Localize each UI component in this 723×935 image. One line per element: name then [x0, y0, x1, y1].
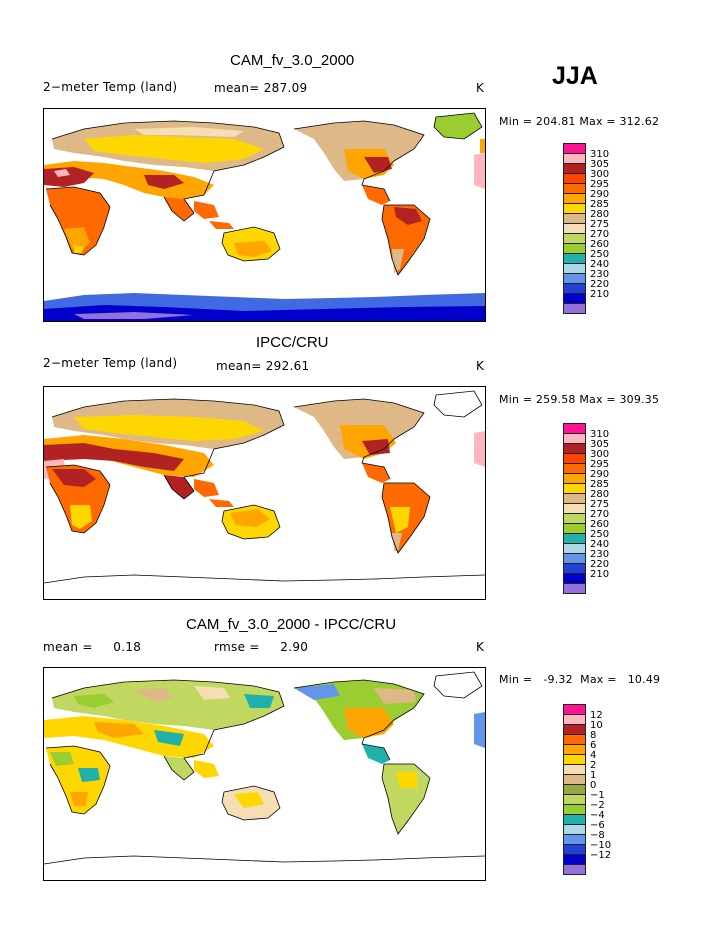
- legend-label: 240: [590, 539, 610, 550]
- legend-label: 210: [590, 569, 610, 580]
- legend-label: 275: [590, 219, 610, 230]
- coastlines: [44, 671, 485, 865]
- legend-label: 270: [590, 229, 610, 240]
- legend-label: 270: [590, 509, 610, 520]
- legend-label: 290: [590, 469, 610, 480]
- map-fill: [44, 672, 485, 834]
- legend-label: 8: [590, 730, 597, 741]
- temperature-map: [43, 386, 486, 600]
- legend-label: 280: [590, 489, 610, 500]
- panel-title: CAM_fv_3.0_2000 - IPCC/CRU: [186, 616, 397, 633]
- legend-label: 220: [590, 279, 610, 290]
- legend-label: −4: [590, 810, 605, 821]
- africa: [46, 187, 110, 255]
- legend-label: −1: [590, 790, 605, 801]
- legend-label: 275: [590, 499, 610, 510]
- legend-label: 300: [590, 449, 610, 460]
- mean-label: mean= 287.09: [214, 81, 308, 95]
- legend-swatch: [563, 864, 586, 875]
- legend-label: −10: [590, 840, 612, 851]
- min-max-label: Min = 204.81 Max = 312.62: [499, 115, 660, 128]
- legend-label: 6: [590, 740, 597, 751]
- difference-map: [43, 667, 486, 881]
- legend-label: 1: [590, 770, 597, 781]
- legend-label: 260: [590, 519, 610, 530]
- color-legend: 310 305 300 295 290 285 280 275 270 260 250 240 230 2…: [563, 423, 609, 594]
- legend-label: 295: [590, 459, 610, 470]
- units-label: K: [476, 640, 484, 654]
- legend-label: 230: [590, 269, 610, 280]
- legend-label: 10: [590, 720, 603, 731]
- legend-label: −2: [590, 800, 605, 811]
- legend-label: 285: [590, 199, 610, 210]
- legend-label: 285: [590, 479, 610, 490]
- mean-label: mean = 0.18: [43, 640, 142, 654]
- rmse-label: rmse = 2.90: [214, 640, 309, 654]
- legend-label: 2: [590, 760, 597, 771]
- legend-label: 250: [590, 529, 610, 540]
- legend-label: 260: [590, 239, 610, 250]
- legend-label: 300: [590, 169, 610, 180]
- legend-label: 290: [590, 189, 610, 200]
- min-max-label: Min = 259.58 Max = 309.35: [499, 393, 660, 406]
- variable-label: 2−meter Temp (land): [43, 80, 178, 94]
- legend-label: −6: [590, 820, 605, 831]
- season-label: JJA: [552, 62, 598, 90]
- map-fill: [44, 391, 485, 553]
- legend-swatch: [563, 583, 586, 594]
- legend-label: 310: [590, 149, 610, 160]
- mean-label: mean= 292.61: [216, 359, 310, 373]
- variable-label: 2−meter Temp (land): [43, 356, 178, 370]
- legend-label: 230: [590, 549, 610, 560]
- units-label: K: [476, 359, 484, 373]
- coastlines: [45, 112, 483, 276]
- color-legend: 12 10 8 6 4 2 1 0 −1 −2 −4 −6 −8 −10 −12: [563, 704, 611, 875]
- panel-title: IPCC/CRU: [256, 334, 329, 351]
- units-label: K: [476, 81, 484, 95]
- legend-swatch: [563, 303, 586, 314]
- legend-label: 220: [590, 559, 610, 570]
- legend-label: 280: [590, 209, 610, 220]
- legend-label: 305: [590, 159, 610, 170]
- panel-title: CAM_fv_3.0_2000: [230, 52, 355, 69]
- min-max-label: Min = -9.32 Max = 10.49: [499, 673, 661, 686]
- color-legend: 310 305 300 295 290 285 280 275 270 260 250 240 230 2…: [563, 143, 609, 314]
- legend-label: 250: [590, 249, 610, 260]
- legend-label: −8: [590, 830, 605, 841]
- legend-label: 310: [590, 429, 610, 440]
- legend-label: 305: [590, 439, 610, 450]
- temperature-map: [43, 108, 486, 322]
- greenland: [434, 113, 482, 139]
- coastlines: [44, 390, 485, 584]
- legend-label: 295: [590, 179, 610, 190]
- legend-label: 210: [590, 289, 610, 300]
- map-fill: [44, 113, 485, 321]
- legend-label: 240: [590, 259, 610, 270]
- legend-label: 4: [590, 750, 597, 761]
- legend-label: −12: [590, 850, 612, 861]
- legend-label: 12: [590, 710, 603, 721]
- legend-label: 0: [590, 780, 597, 791]
